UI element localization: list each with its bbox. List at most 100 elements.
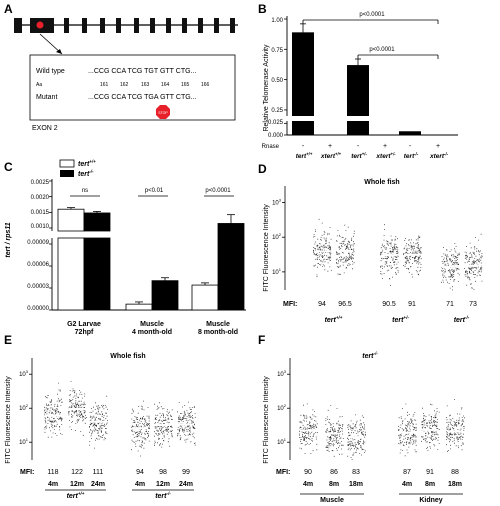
f-age-2: 18m: [349, 481, 363, 488]
b-rnase-4: -: [409, 143, 412, 150]
b-group-label-1: xtert+/+: [320, 151, 342, 160]
exon-1: [14, 18, 22, 33]
d-dots-2: [380, 224, 399, 286]
b-ytick-upper-1: 0.50: [271, 78, 283, 84]
c-ylabel: tert / rps11: [5, 222, 12, 257]
f-mfi-2: 83: [352, 469, 360, 476]
c-bar-s1-c1: [151, 280, 179, 311]
aa-164: 164: [161, 82, 170, 88]
facs-whole-fish-genotype: Whole fish FITC Fluorescence Intensity M…: [263, 179, 483, 324]
c-cat-3-line1: Muscle: [206, 321, 230, 328]
aa-162: 162: [120, 82, 129, 88]
e-group-label-1: tert-/-: [155, 491, 171, 500]
aa-163: 163: [141, 82, 150, 88]
b-ytick-upper-2: 0.75: [271, 48, 283, 54]
zoom-arrowhead: [56, 49, 62, 54]
f-mfi-3: 87: [403, 469, 411, 476]
f-age-0: 4m: [303, 481, 313, 488]
c-legend-swatch-wt: [59, 159, 75, 168]
c-cat-1-line1: G2 Larvae: [67, 321, 101, 328]
e-ylabel: FITC Fluorescence Intensity: [5, 376, 12, 464]
exon-13: [230, 18, 235, 33]
d-group-label-1: tert+/-: [392, 315, 409, 324]
b-bar-upper-0: [292, 32, 314, 116]
c-bar-upper-s0-c0: [57, 208, 85, 232]
aa-label: Aa: [36, 82, 42, 88]
c-cat-3-line2: 8 month-old: [198, 329, 238, 336]
b-annotation-2: p<0.0001: [369, 47, 395, 53]
aa-165: 165: [181, 82, 190, 88]
exon-12: [214, 18, 219, 33]
b-group-label-3: xtert+/-: [375, 151, 396, 160]
b-bar-lower-4: [399, 131, 421, 135]
b-group-label-2: tert+/-: [351, 151, 367, 160]
d-mfi-label: MFI:: [283, 301, 297, 308]
f-age-4: 8m: [425, 481, 435, 488]
c-bar-lower-s0-c0: [57, 237, 85, 311]
f-mfi-4: 91: [426, 469, 434, 476]
b-rnase-label: Rnase: [262, 144, 280, 150]
d-ytick-label-2: 103: [272, 198, 282, 207]
f-group-label-0: Muscle: [320, 497, 344, 504]
e-age-5: 24m: [179, 481, 193, 488]
c-ytick-lower-2: 0.00006: [27, 262, 49, 268]
exon-6: [116, 18, 121, 33]
b-annotation-1: p<0.0001: [359, 12, 385, 18]
wild-type-label: Wild type: [36, 68, 65, 75]
f-ytick-label-1: 102: [277, 403, 287, 412]
facs-whole-fish-age: Whole fish FITC Fluorescence Intensity M…: [5, 353, 196, 500]
e-group-label-0: tert+/+: [67, 491, 85, 500]
d-ylabel: FITC Fluorescence Intensity: [263, 204, 270, 292]
aa-166: 166: [201, 82, 210, 88]
e-title: Whole fish: [110, 353, 145, 360]
e-mfi-5: 99: [182, 469, 190, 476]
b-rnase-3: +: [383, 143, 387, 150]
c-cat-1-line2: 72hpf: [75, 329, 94, 336]
c-ytick-upper-0: 0.0010: [31, 224, 50, 230]
exon-9: [166, 18, 171, 33]
c-bar-s0-c1: [125, 303, 153, 311]
f-mfi-1: 86: [330, 469, 338, 476]
mutant-sequence: ...CCG CCA TCG TGA GTT CTG...: [88, 94, 197, 101]
e-mfi-label: MFI:: [20, 469, 34, 476]
e-ytick-label-0: 101: [19, 437, 29, 446]
e-dots-0: [44, 382, 63, 438]
d-mfi-1: 96.5: [338, 301, 352, 308]
d-group-label-0: tert+/+: [325, 315, 343, 324]
e-mfi-4: 98: [159, 469, 167, 476]
f-group-label-1: Kidney: [419, 497, 442, 504]
e-age-0: 4m: [48, 481, 58, 488]
c-ytick-upper-1: 0.0015: [31, 210, 50, 216]
f-mfi-5: 88: [451, 469, 459, 476]
e-age-1: 12m: [70, 481, 84, 488]
f-dots-0: [299, 403, 318, 454]
panel-label-f: F: [258, 333, 265, 347]
mutant-label: Mutant: [36, 94, 57, 101]
c-legend-label-ko: tert-/-: [78, 169, 94, 178]
mutation-marker: [36, 21, 44, 29]
tert-expression-chart: tert / rps11 0.0025 0.0020 0.0015 0.0010…: [5, 159, 246, 336]
f-age-3: 4m: [402, 481, 412, 488]
b-bar-lower-2: [347, 121, 369, 135]
c-annotation-2: p<0.01: [145, 188, 164, 194]
f-dots-1: [325, 405, 344, 457]
f-age-5: 18m: [448, 481, 462, 488]
f-ytick-label-0: 101: [277, 437, 287, 446]
f-dots-5: [446, 399, 465, 452]
c-cat-2-line2: 4 month-old: [132, 329, 172, 336]
d-ytick-label-1: 102: [272, 232, 282, 241]
d-dots-3: [403, 235, 422, 278]
stop-sign-icon: [156, 105, 170, 119]
b-ytick-upper-3: 1.00: [271, 18, 283, 24]
d-ytick-label-0: 101: [272, 267, 282, 276]
exon-5: [100, 18, 105, 33]
e-mfi-0: 118: [47, 469, 58, 476]
b-rnase-0: -: [302, 143, 305, 150]
e-age-2: 24m: [91, 481, 105, 488]
c-legend-label-wt: tert+/+: [78, 159, 96, 168]
e-mfi-2: 111: [93, 469, 104, 476]
telomerase-chart: Relative Telomerase Activity 1.00 0.75 0…: [262, 12, 458, 160]
c-ytick-lower-3: 0.00009: [27, 240, 49, 246]
exon-4: [82, 18, 87, 33]
